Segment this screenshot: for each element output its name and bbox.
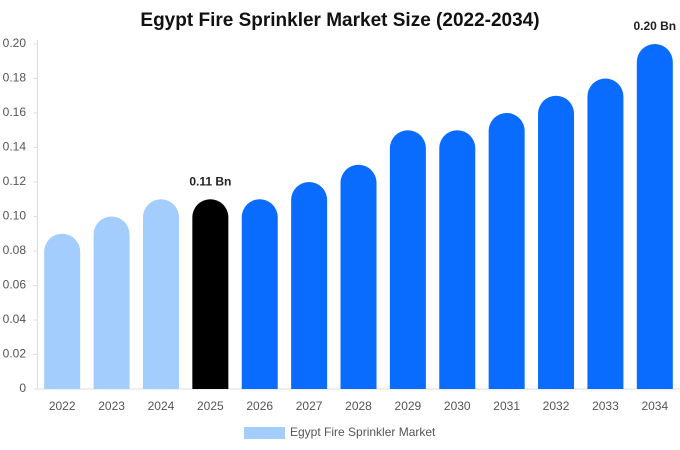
y-tick-label: 0.02 (3, 347, 27, 361)
x-tick-label: 2024 (148, 399, 175, 413)
bar (636, 44, 673, 389)
y-tick-label: 0.20 (3, 36, 27, 50)
bar (291, 182, 328, 389)
chart-title: Egypt Fire Sprinkler Market Size (2022-2… (140, 10, 539, 31)
bar (587, 78, 624, 389)
y-tick-label: 0.12 (3, 174, 27, 188)
x-tick-label: 2023 (98, 399, 125, 413)
y-tick-label: 0.06 (3, 278, 27, 292)
bar (488, 112, 525, 389)
bar (439, 130, 476, 390)
legend-swatch (244, 427, 285, 439)
x-tick-label: 2022 (49, 399, 76, 413)
bar (192, 199, 229, 389)
bar (389, 130, 426, 390)
bar (44, 233, 81, 389)
x-tick-label: 2029 (395, 399, 422, 413)
x-tick-label: 2031 (493, 399, 520, 413)
y-tick-label: 0 (19, 381, 26, 395)
bar (142, 199, 179, 389)
y-tick-label: 0.18 (3, 71, 27, 85)
y-tick-label: 0.04 (3, 312, 27, 326)
y-tick-label: 0.14 (3, 140, 27, 154)
x-tick-label: 2033 (592, 399, 619, 413)
x-tick-label: 2030 (444, 399, 471, 413)
y-tick-label: 0.10 (3, 209, 27, 223)
x-tick-label: 2027 (296, 399, 323, 413)
bar (241, 199, 278, 389)
bar (93, 216, 130, 389)
legend-label: Egypt Fire Sprinkler Market (290, 425, 436, 439)
y-tick-label: 0.16 (3, 105, 27, 119)
bar (340, 164, 377, 389)
x-tick-label: 2028 (345, 399, 372, 413)
x-tick-label: 2026 (246, 399, 273, 413)
value-label: 0.20 Bn (633, 19, 676, 33)
bar (538, 95, 575, 389)
x-tick-label: 2025 (197, 399, 224, 413)
value-label: 0.11 Bn (189, 174, 231, 188)
y-tick-label: 0.08 (3, 243, 27, 257)
x-tick-label: 2034 (641, 399, 668, 413)
x-tick-label: 2032 (543, 399, 570, 413)
